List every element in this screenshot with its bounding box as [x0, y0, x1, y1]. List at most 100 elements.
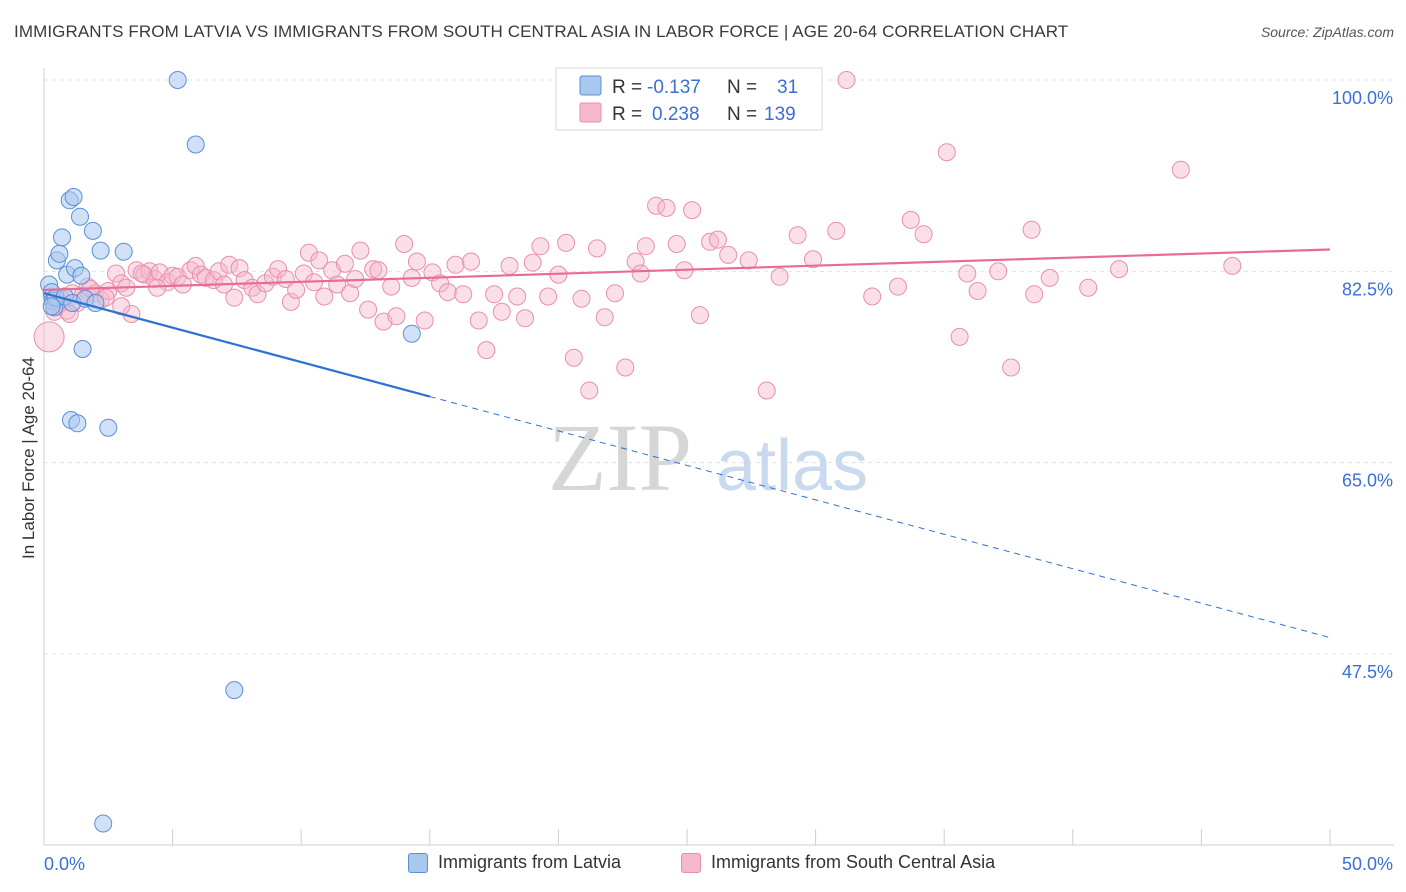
sca-point-106 [804, 250, 822, 269]
sca-point-100 [708, 230, 727, 249]
trend-lines [43, 248, 1331, 639]
latvia-point-27 [225, 681, 244, 700]
sca-point-124 [1171, 160, 1190, 179]
sca-point-92 [636, 237, 655, 256]
sca-point-42 [281, 292, 300, 311]
legend-n-label-latvia: N = [727, 77, 757, 98]
legend-r-value-sca: 0.238 [652, 104, 700, 125]
latvia-point-25 [168, 71, 187, 89]
sca-point-80 [539, 287, 558, 306]
legend-r-label-sca: R = [612, 104, 642, 125]
sca-point-52 [341, 284, 360, 303]
y-axis-label: In Labor Force | Age 20-64 [19, 357, 38, 559]
sca-point-122 [1079, 278, 1098, 297]
sca-point-91 [631, 264, 650, 283]
latvia-point-20 [83, 221, 102, 240]
sca-point-111 [901, 210, 920, 229]
sca-point-63 [407, 252, 426, 271]
sca-point-90 [626, 252, 645, 271]
legend-n-value-latvia: 31 [777, 77, 798, 98]
sca-point-116 [968, 282, 987, 300]
latvia-point-17 [72, 266, 91, 285]
sca-point-48 [315, 287, 334, 306]
legend-r-label-latvia: R = [612, 77, 642, 98]
sca-point-89 [616, 358, 635, 377]
sca-point-72 [477, 341, 496, 360]
sca-point-34 [230, 259, 249, 278]
sca-point-105 [788, 226, 807, 245]
sca-point-95 [667, 235, 686, 253]
sca-point-133 [148, 278, 167, 297]
sca-point-73 [485, 285, 504, 304]
sca-point-75 [500, 256, 519, 275]
sca-point-76 [508, 287, 527, 306]
sca-point-85 [580, 381, 599, 400]
sca-point-118 [1002, 358, 1021, 377]
legend-r-value-latvia: -0.137 [647, 77, 701, 98]
sca-point-84 [572, 289, 591, 308]
sca-point-112 [914, 225, 933, 244]
sca-point-74 [492, 302, 511, 321]
sca-point-61 [395, 235, 414, 253]
latvia-point-18 [73, 340, 92, 358]
sca-point-109 [863, 287, 882, 306]
sca-point-98 [690, 306, 709, 325]
sca-point-45 [299, 243, 318, 262]
x-tick-label-0: 0.0% [44, 854, 85, 874]
tick-labels: 47.5% 65.0% 82.5% 100.0% 0.0% 50.0% [44, 88, 1393, 874]
sca-point-117 [989, 262, 1008, 281]
sca-point-107 [827, 221, 846, 240]
sca-point-47 [310, 251, 329, 270]
stats-legend: R = -0.137 N = 31 R = 0.238 N = 139 [555, 67, 823, 131]
sca-point-86 [588, 239, 606, 258]
sca-point-26 [186, 256, 205, 275]
chart-title: IMMIGRANTS FROM LATVIA VS IMMIGRANTS FRO… [14, 22, 1069, 41]
sca-point-54 [351, 241, 370, 260]
sca-point-32 [220, 255, 239, 274]
legend-n-label-sca: N = [727, 104, 757, 125]
sca-point-103 [757, 381, 776, 400]
sca-point-88 [606, 284, 624, 303]
sca-point-70 [462, 252, 480, 271]
sca-point-104 [770, 267, 789, 286]
sca-point-67 [438, 283, 457, 302]
watermark: ZIP atlas [548, 404, 868, 511]
sca-point-0 [33, 321, 65, 353]
sca-point-132 [132, 264, 151, 283]
legend-item-sca: Immigrants from South Central Asia [681, 852, 995, 873]
trend-line-sca [43, 248, 1331, 292]
sca-point-113 [937, 143, 956, 162]
sca-point-102 [739, 251, 758, 270]
sca-point-68 [446, 255, 465, 274]
legend-swatch-latvia-bottom [408, 852, 428, 873]
legend-swatch-sca-bottom [681, 852, 701, 873]
sca-point-110 [888, 277, 907, 296]
axes [43, 68, 1394, 846]
sca-point-119 [1022, 220, 1041, 239]
grid-lines [44, 79, 1394, 655]
y-tick-label-1: 65.0% [1342, 471, 1393, 491]
sca-point-79 [531, 237, 550, 256]
latvia-point-15 [68, 414, 87, 433]
y-tick-label-2: 82.5% [1342, 279, 1393, 299]
sca-point-123 [1110, 260, 1129, 279]
sca-point-97 [683, 201, 702, 220]
series-latvia-points [40, 71, 421, 833]
watermark-zip: ZIP [548, 404, 692, 511]
legend-label-sca: Immigrants from South Central Asia [711, 852, 996, 872]
series-legend: Immigrants from Latvia Immigrants from S… [0, 852, 1406, 878]
legend-n-value-sca: 139 [764, 104, 796, 125]
latvia-point-29 [94, 814, 113, 833]
latvia-point-26 [186, 135, 205, 154]
latvia-point-13 [64, 188, 83, 206]
latvia-point-6 [50, 244, 69, 263]
sca-point-56 [364, 260, 383, 279]
source-label: Source: ZipAtlas.com [1260, 24, 1394, 40]
sca-point-114 [950, 327, 969, 346]
legend-item-latvia: Immigrants from Latvia [408, 852, 621, 873]
sca-point-59 [382, 277, 401, 296]
latvia-point-28 [402, 324, 421, 343]
legend-label-latvia: Immigrants from Latvia [438, 852, 622, 872]
sca-point-57 [369, 261, 388, 280]
